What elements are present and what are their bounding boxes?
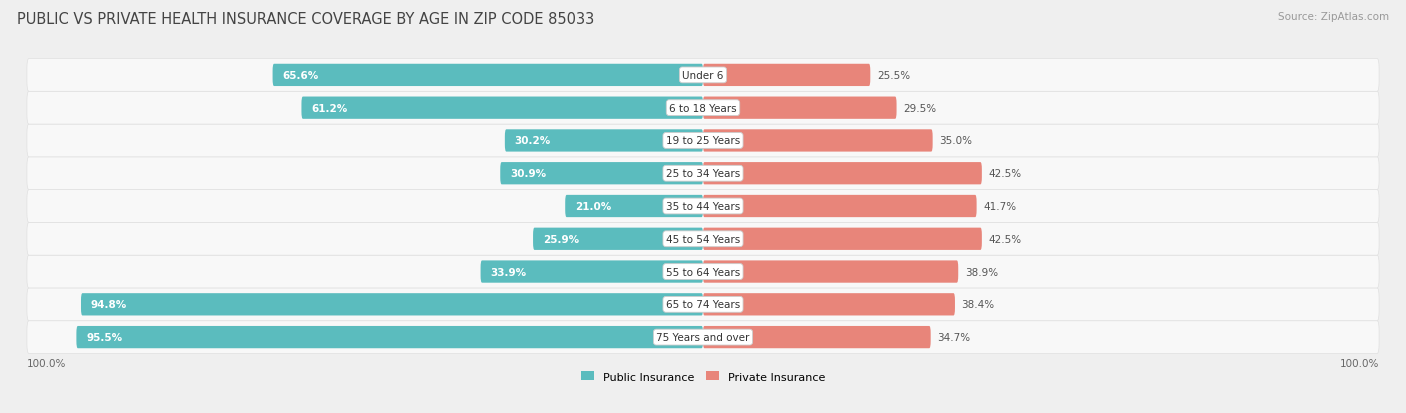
FancyBboxPatch shape <box>703 130 932 152</box>
FancyBboxPatch shape <box>505 130 703 152</box>
FancyBboxPatch shape <box>27 157 1379 190</box>
Text: 6 to 18 Years: 6 to 18 Years <box>669 103 737 114</box>
FancyBboxPatch shape <box>703 261 959 283</box>
Text: 21.0%: 21.0% <box>575 202 612 211</box>
Text: 34.7%: 34.7% <box>938 332 970 342</box>
Text: 30.2%: 30.2% <box>515 136 551 146</box>
Text: 25.9%: 25.9% <box>543 234 579 244</box>
FancyBboxPatch shape <box>703 195 977 218</box>
FancyBboxPatch shape <box>703 163 981 185</box>
FancyBboxPatch shape <box>27 223 1379 256</box>
FancyBboxPatch shape <box>27 59 1379 92</box>
Legend: Public Insurance, Private Insurance: Public Insurance, Private Insurance <box>576 367 830 386</box>
Text: PUBLIC VS PRIVATE HEALTH INSURANCE COVERAGE BY AGE IN ZIP CODE 85033: PUBLIC VS PRIVATE HEALTH INSURANCE COVER… <box>17 12 595 27</box>
Text: 41.7%: 41.7% <box>983 202 1017 211</box>
FancyBboxPatch shape <box>27 256 1379 288</box>
FancyBboxPatch shape <box>501 163 703 185</box>
FancyBboxPatch shape <box>82 294 703 316</box>
FancyBboxPatch shape <box>481 261 703 283</box>
FancyBboxPatch shape <box>27 321 1379 354</box>
Text: 65.6%: 65.6% <box>283 71 319 81</box>
FancyBboxPatch shape <box>703 228 981 250</box>
FancyBboxPatch shape <box>301 97 703 119</box>
Text: 94.8%: 94.8% <box>91 299 127 310</box>
Text: 100.0%: 100.0% <box>27 358 66 368</box>
FancyBboxPatch shape <box>703 326 931 349</box>
FancyBboxPatch shape <box>27 190 1379 223</box>
FancyBboxPatch shape <box>533 228 703 250</box>
FancyBboxPatch shape <box>76 326 703 349</box>
FancyBboxPatch shape <box>273 64 703 87</box>
Text: Source: ZipAtlas.com: Source: ZipAtlas.com <box>1278 12 1389 22</box>
Text: 42.5%: 42.5% <box>988 234 1022 244</box>
Text: 55 to 64 Years: 55 to 64 Years <box>666 267 740 277</box>
FancyBboxPatch shape <box>703 294 955 316</box>
Text: 38.4%: 38.4% <box>962 299 994 310</box>
Text: 45 to 54 Years: 45 to 54 Years <box>666 234 740 244</box>
Text: 19 to 25 Years: 19 to 25 Years <box>666 136 740 146</box>
FancyBboxPatch shape <box>703 97 897 119</box>
Text: 25 to 34 Years: 25 to 34 Years <box>666 169 740 179</box>
Text: 30.9%: 30.9% <box>510 169 546 179</box>
Text: 38.9%: 38.9% <box>965 267 998 277</box>
Text: 61.2%: 61.2% <box>311 103 347 114</box>
Text: 25.5%: 25.5% <box>877 71 910 81</box>
FancyBboxPatch shape <box>565 195 703 218</box>
Text: 95.5%: 95.5% <box>86 332 122 342</box>
Text: 33.9%: 33.9% <box>491 267 526 277</box>
Text: 35.0%: 35.0% <box>939 136 972 146</box>
Text: 100.0%: 100.0% <box>1340 358 1379 368</box>
FancyBboxPatch shape <box>703 64 870 87</box>
Text: 75 Years and over: 75 Years and over <box>657 332 749 342</box>
Text: 65 to 74 Years: 65 to 74 Years <box>666 299 740 310</box>
FancyBboxPatch shape <box>27 125 1379 157</box>
FancyBboxPatch shape <box>27 92 1379 125</box>
Text: 35 to 44 Years: 35 to 44 Years <box>666 202 740 211</box>
Text: Under 6: Under 6 <box>682 71 724 81</box>
Text: 42.5%: 42.5% <box>988 169 1022 179</box>
Text: 29.5%: 29.5% <box>903 103 936 114</box>
FancyBboxPatch shape <box>27 288 1379 321</box>
